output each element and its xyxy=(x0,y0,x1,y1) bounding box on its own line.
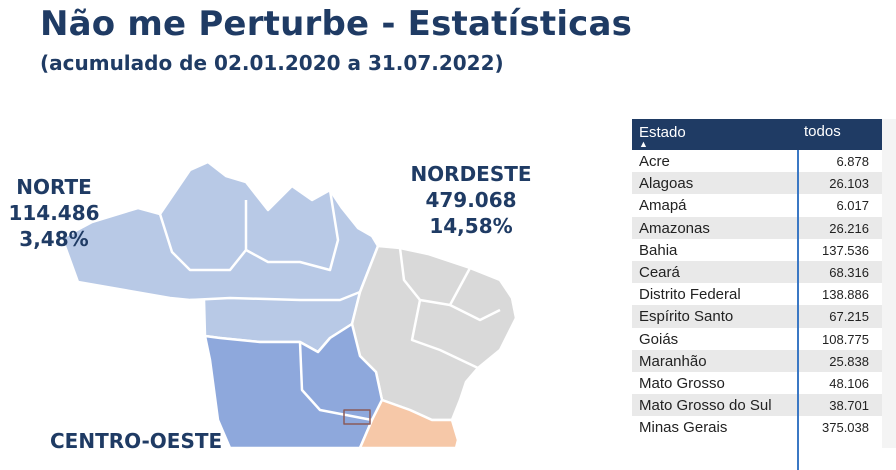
region-label-norte: NORTE 114.486 3,48% xyxy=(8,174,100,252)
region-percent: 14,58% xyxy=(429,214,513,238)
table-row[interactable]: Alagoas 26.103 xyxy=(632,172,882,195)
cell-value: 6.878 xyxy=(836,154,869,169)
cell-state: Espírito Santo xyxy=(639,308,734,326)
table-row[interactable]: Espírito Santo 67.215 xyxy=(632,305,882,328)
column-divider xyxy=(797,150,799,470)
table-row[interactable]: Distrito Federal 138.886 xyxy=(632,283,882,305)
cell-value: 68.316 xyxy=(829,264,869,280)
cell-state: Alagoas xyxy=(639,175,694,193)
cell-value: 25.838 xyxy=(829,353,869,369)
map-region-centro-oeste[interactable] xyxy=(203,322,384,448)
table-row[interactable]: Minas Gerais 375.038 xyxy=(632,416,882,438)
table-row[interactable]: Ceará 68.316 xyxy=(632,260,882,284)
table-row[interactable]: Goiás 108.775 xyxy=(632,328,882,350)
region-name: CENTRO-OESTE xyxy=(50,429,223,453)
table-scrollbar[interactable] xyxy=(882,119,896,448)
cell-value: 138.886 xyxy=(822,287,869,303)
cell-state: Maranhão xyxy=(639,352,707,370)
state-table: Estado ▲ todos Acre 6.878 Alagoas 26.103 Ama… xyxy=(632,119,882,470)
region-label-nordeste: NORDESTE 479.068 14,58% xyxy=(410,161,532,239)
table-row[interactable]: Maranhão 25.838 xyxy=(632,349,882,372)
table-row[interactable]: Bahia 137.536 xyxy=(632,239,882,261)
table-row[interactable]: Amazonas 26.216 xyxy=(632,216,882,239)
page-subtitle: (acumulado de 02.01.2020 a 31.07.2022) xyxy=(40,51,504,75)
cell-state: Ceará xyxy=(639,263,680,281)
cell-value: 38.701 xyxy=(829,398,869,414)
sort-up-icon[interactable]: ▲ xyxy=(639,139,648,149)
table-header: Estado ▲ todos xyxy=(632,119,882,150)
cell-state: Acre xyxy=(639,153,670,170)
cell-state: Amapá xyxy=(639,197,687,215)
region-percent: 3,48% xyxy=(19,227,89,251)
cell-value: 137.536 xyxy=(822,242,869,258)
cell-state: Bahia xyxy=(639,241,678,259)
column-header-todos[interactable]: todos xyxy=(804,123,841,140)
map-region-sudeste[interactable] xyxy=(358,398,460,448)
cell-state: Mato Grosso do Sul xyxy=(639,397,772,415)
region-name: NORDESTE xyxy=(410,162,532,186)
region-label-centro-oeste: CENTRO-OESTE xyxy=(50,428,230,454)
cell-value: 375.038 xyxy=(822,420,869,436)
cell-state: Goiás xyxy=(639,330,679,348)
region-name: NORTE xyxy=(16,175,92,199)
region-total: 479.068 xyxy=(425,188,517,212)
brazil-map xyxy=(60,160,518,448)
cell-value: 67.215 xyxy=(829,309,869,325)
table-row[interactable]: Amapá 6.017 xyxy=(632,194,882,216)
cell-state: Minas Gerais xyxy=(639,419,728,437)
cell-value: 6.017 xyxy=(836,198,869,214)
cell-value: 26.216 xyxy=(829,220,869,236)
table-row[interactable]: Mato Grosso do Sul 38.701 xyxy=(632,394,882,417)
region-total: 114.486 xyxy=(8,201,100,225)
column-header-estado[interactable]: Estado xyxy=(639,124,686,141)
cell-value: 48.106 xyxy=(829,375,869,391)
table-row[interactable]: Acre 6.878 xyxy=(632,150,882,172)
cell-state: Distrito Federal xyxy=(639,286,741,304)
cell-state: Mato Grosso xyxy=(639,374,725,392)
cell-state: Amazonas xyxy=(639,219,710,237)
cell-value: 26.103 xyxy=(829,176,869,192)
page-title: Não me Perturbe - Estatísticas xyxy=(40,4,633,44)
table-row[interactable]: Mato Grosso 48.106 xyxy=(632,372,882,394)
table-body: Acre 6.878 Alagoas 26.103 Amapá 6.017 Amazonas… xyxy=(632,150,882,438)
cell-value: 108.775 xyxy=(822,331,869,347)
